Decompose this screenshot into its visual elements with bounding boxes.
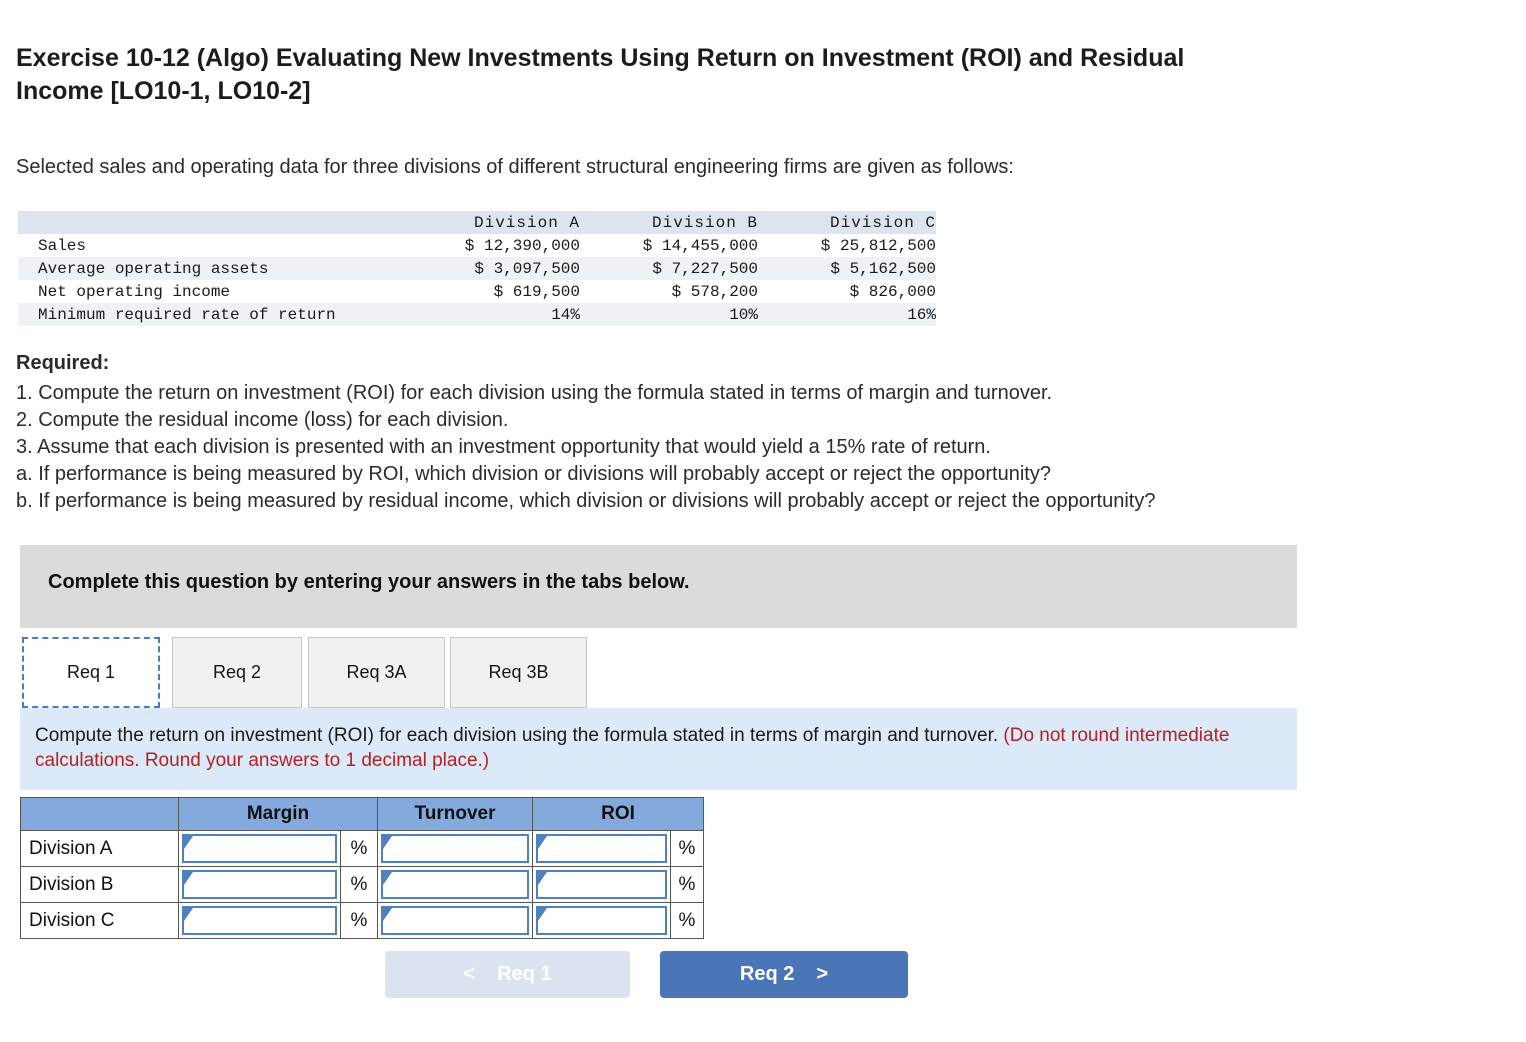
prev-req1-button[interactable]: < Req 1 xyxy=(385,951,630,998)
required-item-2: 2. Compute the residual income (loss) fo… xyxy=(16,409,509,431)
turnover-input-division-c[interactable] xyxy=(381,906,529,935)
answer-header-roi: ROI xyxy=(532,797,704,831)
percent-suffix: % xyxy=(670,866,704,903)
cell-value: $ 619,500 xyxy=(493,282,580,301)
percent-suffix: % xyxy=(670,902,704,939)
answer-header-margin: Margin xyxy=(178,797,378,831)
cell-value: $ 5,162,500 xyxy=(830,259,936,278)
instruction-note-red: (Do not round intermediate calculations.… xyxy=(35,725,1230,771)
row-label: Minimum required rate of return xyxy=(38,305,336,324)
row-label: Average operating assets xyxy=(38,259,269,278)
intro-text: Selected sales and operating data for th… xyxy=(16,156,1014,178)
margin-input-division-b[interactable] xyxy=(182,870,337,899)
cell-value: $ 3,097,500 xyxy=(474,259,580,278)
data-header-division-c: Division C xyxy=(758,211,936,234)
data-header-empty xyxy=(18,211,428,234)
tab-req-3a[interactable]: Req 3A xyxy=(308,637,445,708)
tab-req-3b[interactable]: Req 3B xyxy=(450,637,587,708)
percent-suffix: % xyxy=(670,830,704,867)
cell-value: $ 826,000 xyxy=(849,282,936,301)
cell-value: $ 25,812,500 xyxy=(820,236,936,255)
answer-row-division-b: Division B % % xyxy=(20,866,704,903)
percent-suffix: % xyxy=(340,902,378,939)
next-button-label: Req 2 xyxy=(739,963,795,985)
complete-question-banner: Complete this question by entering your … xyxy=(20,545,1297,628)
instruction-text: Compute the return on investment (ROI) f… xyxy=(35,725,1004,746)
required-item-3: 3. Assume that each division is presente… xyxy=(16,436,991,458)
row-label: Sales xyxy=(38,236,87,255)
cell-value: 16% xyxy=(907,305,936,324)
required-item-3a: a. If performance is being measured by R… xyxy=(16,463,1051,485)
margin-input-division-c[interactable] xyxy=(182,906,337,935)
turnover-input-division-b[interactable] xyxy=(381,870,529,899)
question-instruction-panel: Compute the return on investment (ROI) f… xyxy=(20,708,1297,790)
required-item-3b: b. If performance is being measured by r… xyxy=(16,490,1156,512)
table-row-average-operating-assets: Average operating assets $ 3,097,500 $ 7… xyxy=(18,257,936,280)
tab-req-1[interactable]: Req 1 xyxy=(22,637,160,708)
next-req2-button[interactable]: Req 2 > xyxy=(660,951,908,998)
chevron-left-icon: < xyxy=(463,963,476,985)
cell-value: $ 12,390,000 xyxy=(464,236,580,255)
page-title-line2: Income [LO10-1, LO10-2] xyxy=(16,77,311,105)
required-heading: Required: xyxy=(16,352,110,374)
table-row-net-operating-income: Net operating income $ 619,500 $ 578,200… xyxy=(18,280,936,303)
data-header-division-a: Division A xyxy=(428,211,580,234)
row-label: Net operating income xyxy=(38,282,231,301)
cell-value: 10% xyxy=(729,305,758,324)
answer-row-label: Division C xyxy=(20,902,179,939)
required-item-1: 1. Compute the return on investment (ROI… xyxy=(16,382,1053,404)
table-row-sales: Sales $ 12,390,000 $ 14,455,000 $ 25,812… xyxy=(18,234,936,257)
percent-suffix: % xyxy=(340,866,378,903)
roi-input-division-b[interactable] xyxy=(536,870,667,899)
answer-row-division-a: Division A % % xyxy=(20,830,704,867)
answer-row-label: Division B xyxy=(20,866,179,903)
answer-header-turnover: Turnover xyxy=(377,797,533,831)
percent-suffix: % xyxy=(340,830,378,867)
table-row-minimum-required-rate: Minimum required rate of return 14% 10% … xyxy=(18,303,936,326)
roi-input-division-c[interactable] xyxy=(536,906,667,935)
cell-value: $ 14,455,000 xyxy=(642,236,758,255)
roi-input-division-a[interactable] xyxy=(536,834,667,863)
cell-value: 14% xyxy=(551,305,580,324)
answer-header-row: Margin Turnover ROI xyxy=(20,797,704,831)
banner-text: Complete this question by entering your … xyxy=(48,571,690,593)
page-title-line1: Exercise 10-12 (Algo) Evaluating New Inv… xyxy=(16,44,1185,72)
required-section: Required: 1. Compute the return on inves… xyxy=(16,350,1155,515)
answer-row-label: Division A xyxy=(20,830,179,867)
cell-value: $ 7,227,500 xyxy=(652,259,758,278)
margin-input-division-a[interactable] xyxy=(182,834,337,863)
prev-button-label: Req 1 xyxy=(497,963,552,985)
page-title: Exercise 10-12 (Algo) Evaluating New Inv… xyxy=(16,42,1396,108)
roi-answer-table: Margin Turnover ROI Division A % % Divis… xyxy=(20,797,704,939)
data-header-division-b: Division B xyxy=(580,211,758,234)
turnover-input-division-a[interactable] xyxy=(381,834,529,863)
answer-header-empty xyxy=(20,797,179,831)
data-table-header-row: Division A Division B Division C xyxy=(18,211,936,234)
cell-value: $ 578,200 xyxy=(671,282,758,301)
chevron-right-icon: > xyxy=(816,963,829,985)
tab-req-2[interactable]: Req 2 xyxy=(172,637,302,708)
answer-row-division-c: Division C % % xyxy=(20,902,704,939)
division-data-table: Division A Division B Division C Sales $… xyxy=(18,211,936,326)
